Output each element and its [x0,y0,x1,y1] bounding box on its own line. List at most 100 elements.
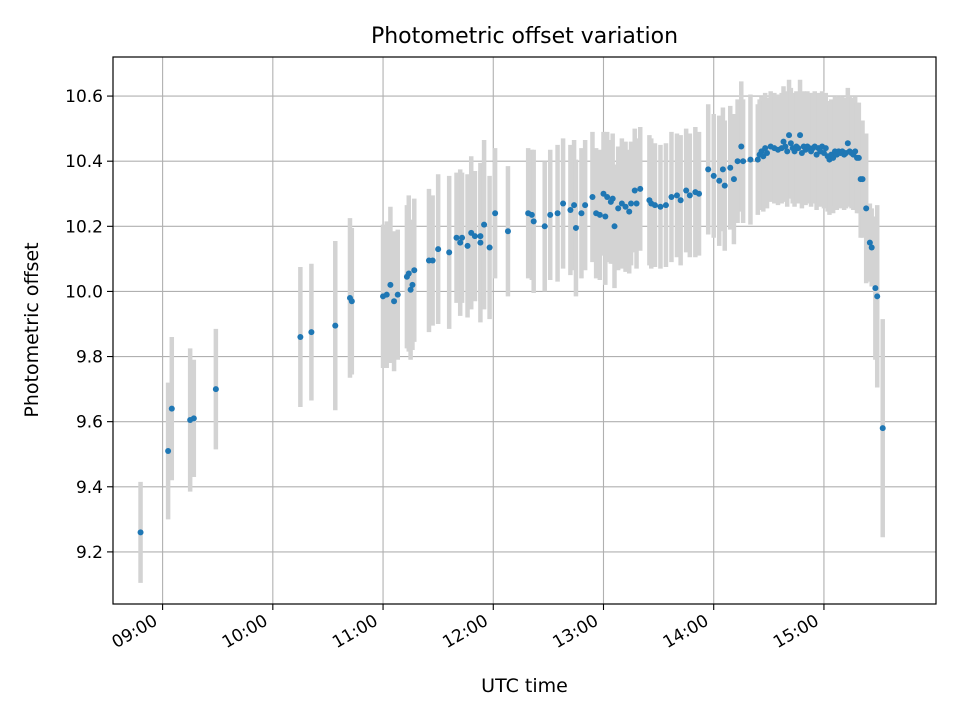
data-point [747,156,754,163]
data-point [308,329,315,336]
data-point [763,150,770,157]
data-point [786,132,793,139]
data-point [459,234,466,241]
data-point [604,194,611,201]
data-point [411,267,418,274]
data-point [615,205,622,212]
y-tick-label: 10.4 [65,152,103,172]
data-point [740,158,747,165]
data-point [868,244,875,251]
data-point [530,218,537,225]
data-point [879,425,886,432]
data-point [782,143,789,150]
data-point [560,200,567,207]
data-point [407,286,414,293]
data-point [872,285,879,292]
y-tick-label: 9.4 [76,478,103,498]
chart-title: Photometric offset variation [371,24,678,49]
data-point [651,202,658,209]
data-point [492,210,499,217]
data-point [855,154,862,161]
data-point [784,148,791,155]
data-point [453,234,460,241]
data-point [730,176,737,183]
data-point [297,334,304,341]
data-point [394,291,401,298]
data-point [541,223,548,230]
data-point [567,207,574,214]
data-point [633,200,640,207]
data-point [762,145,769,152]
data-point [137,529,144,536]
data-point [866,239,873,246]
data-point [190,415,197,422]
data-point [631,187,638,194]
y-tick-label: 9.6 [76,413,103,433]
data-point [589,194,596,201]
data-point [481,221,488,228]
data-point [705,166,712,173]
data-point [696,190,703,197]
data-point [662,202,669,209]
data-point [486,244,493,251]
data-point [797,132,804,139]
data-point [554,210,561,217]
data-point [628,200,635,207]
y-tick-label: 9.2 [76,543,103,563]
data-point [477,239,484,246]
data-point [795,145,802,152]
y-tick-label: 10.0 [65,282,103,302]
data-point [582,202,589,209]
data-point [578,210,585,217]
data-point [571,202,578,209]
data-point [429,257,436,264]
data-point [668,194,675,201]
data-point [602,213,609,220]
data-point [686,192,693,199]
data-point [710,172,717,179]
data-point [719,166,726,173]
data-point [637,185,644,192]
data-point [446,249,453,256]
data-point [457,239,464,246]
data-points [137,132,886,536]
y-tick-label: 10.2 [65,217,103,237]
data-point [596,211,603,218]
data-point [611,223,618,230]
data-point [409,281,416,288]
data-point [622,203,629,210]
data-point [609,195,616,202]
data-point [852,148,859,155]
data-point [391,298,398,305]
data-point [387,281,394,288]
data-point [572,224,579,231]
x-axis-label: UTC time [481,675,568,697]
data-point [859,176,866,183]
y-tick-label: 9.8 [76,348,103,368]
data-point [716,177,723,184]
data-point [165,447,172,454]
data-point [787,140,794,147]
data-point [332,322,339,329]
y-tick-label: 10.6 [65,87,103,107]
data-point [168,405,175,412]
data-point [754,156,761,163]
data-point [405,270,412,277]
data-point [780,138,787,145]
data-point [657,203,664,210]
data-point [435,246,442,253]
data-point [822,145,829,152]
data-point [348,298,355,305]
data-point [683,187,690,194]
data-point [727,164,734,171]
data-point [504,228,511,235]
data-point [734,158,741,165]
data-point [677,197,684,204]
data-point [383,291,390,298]
data-point [464,242,471,249]
data-point [626,208,633,215]
y-axis-label: Photometric offset [21,242,43,417]
data-point [477,233,484,240]
